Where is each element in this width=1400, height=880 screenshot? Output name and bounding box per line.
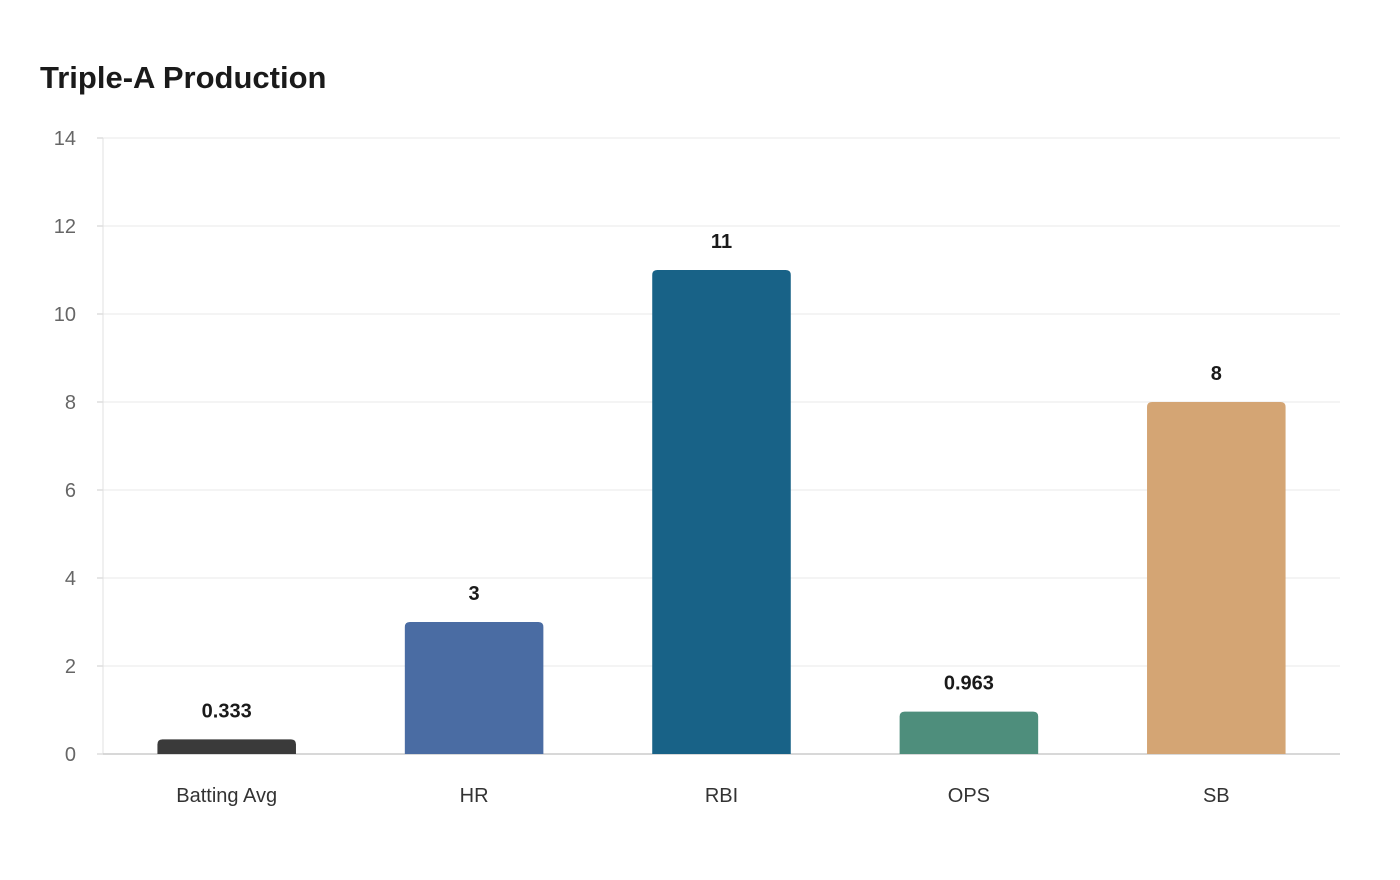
x-tick-label: HR (460, 785, 489, 807)
bar-ops[interactable] (899, 711, 1039, 754)
bar-batting-avg[interactable] (157, 739, 296, 754)
data-label: 0.963 (944, 673, 994, 695)
x-tick-label: SB (1203, 785, 1230, 807)
bar-hr[interactable] (404, 622, 544, 754)
y-tick-label: 8 (65, 392, 76, 414)
chart-title: Triple-A Production (40, 60, 327, 95)
y-tick-label: 14 (54, 128, 76, 150)
bar-rbi[interactable] (652, 270, 791, 754)
x-tick-label: OPS (948, 785, 990, 807)
labels: 0 2 4 6 8 10 12 14 0.333 Batting Avg 3 HR 11 RBI 0.963… (54, 128, 1230, 807)
data-label: 11 (711, 231, 732, 253)
bar-sb[interactable] (1147, 402, 1286, 754)
x-tick-label: Batting Avg (176, 785, 277, 807)
data-label: 0.333 (202, 700, 252, 722)
data-label: 3 (469, 583, 480, 605)
y-tick-label: 4 (65, 568, 76, 590)
y-tick-label: 2 (65, 656, 76, 678)
bars (157, 270, 1286, 754)
x-tick-label: RBI (705, 785, 738, 807)
y-tick-label: 12 (54, 216, 76, 238)
y-tick-label: 0 (65, 744, 76, 766)
data-label: 8 (1211, 363, 1222, 385)
y-tick-label: 10 (54, 304, 76, 326)
y-tick-label: 6 (65, 480, 76, 502)
